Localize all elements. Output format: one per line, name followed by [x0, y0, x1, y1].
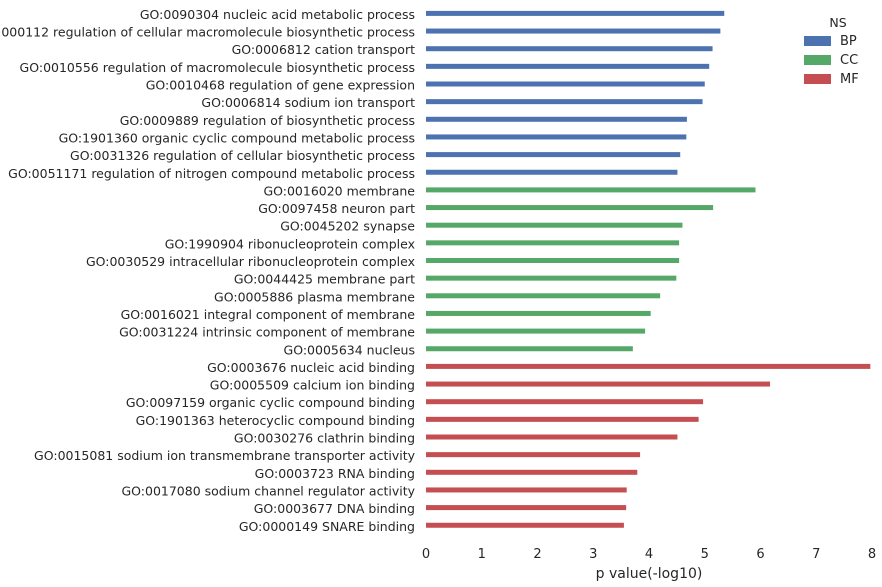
bar-mf: [426, 505, 627, 511]
x-axis-label: p value(-log10): [596, 566, 703, 582]
bar-mf: [426, 487, 627, 493]
y-tick-label: GO:0009889 regulation of biosynthetic pr…: [120, 113, 415, 128]
y-tick-label: GO:0015081 sodium ion transmembrane tran…: [34, 448, 416, 463]
bar-cc: [426, 240, 680, 246]
bar-bp: [426, 46, 713, 52]
y-tick-label: GO:0016021 integral component of membran…: [121, 307, 416, 322]
y-tick-label: GO:0097458 neuron part: [258, 201, 415, 216]
y-tick-label: GO:0030529 intracellular ribonucleoprote…: [86, 254, 415, 269]
y-tick-label: GO:0031224 intrinsic component of membra…: [119, 325, 415, 340]
y-tick-label: GO:0005509 calcium ion binding: [210, 378, 415, 393]
y-tick-label: GO:2000112 regulation of cellular macrom…: [0, 25, 415, 40]
bar-bp: [426, 28, 721, 34]
bar-bp: [426, 169, 678, 175]
y-tick-label: GO:0016020 membrane: [263, 183, 415, 198]
bar-mf: [426, 522, 624, 528]
y-tick-label: GO:0045202 synapse: [280, 219, 415, 234]
bar-cc: [426, 328, 646, 334]
y-tick-label: GO:0000149 SNARE binding: [239, 519, 415, 534]
legend-swatch-bp: [804, 36, 831, 46]
y-tick-label: GO:0005634 nucleus: [284, 342, 415, 357]
x-tick-labels: 0 1 2 3 4 5 6 7 8: [422, 547, 876, 562]
bar-cc: [426, 310, 651, 316]
legend-swatch-mf: [804, 74, 831, 84]
bar-cc: [426, 346, 633, 352]
x-tick-label: 7: [812, 547, 820, 562]
legend-label-cc: CC: [840, 53, 858, 68]
bar-cc: [426, 205, 714, 211]
bar-bp: [426, 99, 703, 105]
y-tick-labels: GO:0090304 nucleic acid metabolic proces…: [0, 7, 416, 534]
bar-mf: [426, 452, 641, 458]
y-tick-label: GO:0006812 cation transport: [232, 42, 415, 57]
bar-mf: [426, 469, 638, 475]
y-tick-label: GO:1990904 ribonucleoprotein complex: [165, 236, 415, 251]
y-tick-label: GO:1901363 heterocyclic compound binding: [136, 413, 415, 428]
x-tick-label: 0: [422, 547, 430, 562]
x-tick-label: 2: [533, 547, 541, 562]
legend-label-bp: BP: [840, 34, 857, 49]
x-tick-label: 5: [701, 547, 709, 562]
y-tick-label: GO:0003723 RNA binding: [255, 466, 415, 481]
bar-bp: [426, 152, 681, 158]
y-tick-label: GO:0005886 plasma membrane: [214, 289, 415, 304]
x-tick-label: 6: [756, 547, 764, 562]
y-tick-label: GO:0031326 regulation of cellular biosyn…: [70, 148, 415, 163]
bar-mf: [426, 434, 678, 440]
y-tick-label: GO:0097159 organic cyclic compound bindi…: [126, 395, 415, 410]
legend: NS BP CC MF: [804, 15, 859, 87]
bar-cc: [426, 187, 756, 193]
bar-mf: [426, 381, 770, 387]
y-tick-label: GO:0030276 clathrin binding: [234, 431, 415, 446]
bar-cc: [426, 275, 677, 281]
bar-cc: [426, 222, 683, 228]
legend-label-mf: MF: [840, 72, 859, 87]
bar-bp: [426, 134, 687, 140]
bar-cc: [426, 258, 680, 263]
y-tick-label: GO:1901360 organic cyclic compound metab…: [59, 130, 415, 145]
bar-mf: [426, 363, 871, 369]
x-tick-label: 4: [645, 547, 653, 562]
bar-bp: [426, 116, 687, 122]
x-tick-label: 1: [478, 547, 486, 562]
y-tick-label: GO:0051171 regulation of nitrogen compou…: [8, 166, 415, 181]
legend-swatch-cc: [804, 55, 831, 65]
bar-bp: [426, 10, 725, 16]
y-tick-label: GO:0090304 nucleic acid metabolic proces…: [140, 7, 415, 22]
bar-mf: [426, 399, 704, 405]
y-tick-label: GO:0003677 DNA binding: [254, 501, 415, 516]
x-tick-label: 3: [589, 547, 597, 562]
y-tick-label: GO:0044425 membrane part: [234, 272, 415, 287]
bars-layer: [426, 10, 871, 528]
bar-bp: [426, 63, 710, 69]
y-tick-label: GO:0010556 regulation of macromolecule b…: [20, 60, 415, 75]
y-tick-label: GO:0017080 sodium channel regulator acti…: [121, 483, 415, 498]
y-tick-label: GO:0010468 regulation of gene expression: [146, 78, 415, 93]
bar-cc: [426, 293, 661, 299]
legend-title: NS: [829, 15, 846, 30]
y-tick-label: GO:0003676 nucleic acid binding: [207, 360, 415, 375]
legend-entries: BP CC MF: [804, 34, 859, 87]
y-tick-label: GO:0006814 sodium ion transport: [201, 95, 415, 110]
x-tick-label: 8: [868, 547, 876, 562]
bar-mf: [426, 416, 699, 422]
bar-bp: [426, 81, 705, 87]
